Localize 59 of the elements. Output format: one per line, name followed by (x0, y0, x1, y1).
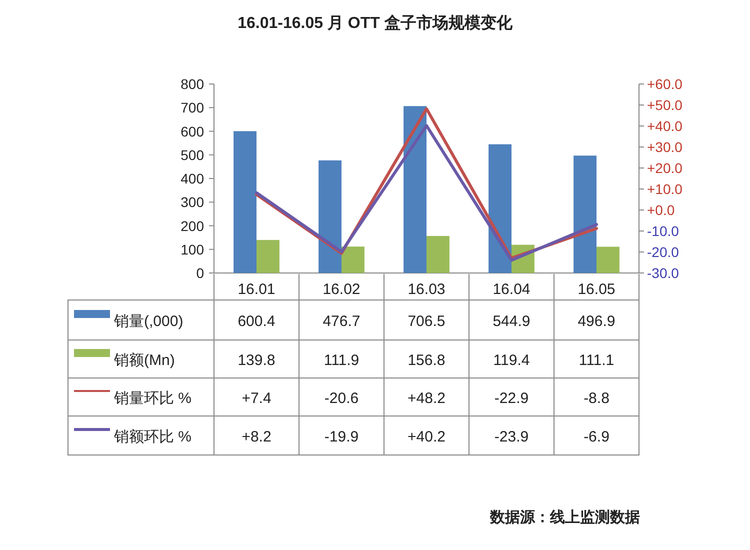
y-tick-label: 300 (180, 194, 204, 210)
y2-tick-label: +20.0 (647, 160, 683, 176)
y2-tick-label: -20.0 (647, 244, 680, 260)
data-label: 111.9 (324, 352, 360, 369)
bar (234, 131, 256, 273)
data-label: -23.9 (494, 428, 529, 446)
legend-label: 销量(,000) (113, 313, 184, 330)
bar (342, 246, 364, 273)
y-tick-label: 800 (180, 76, 204, 92)
y2-tick-label: +40.0 (647, 118, 683, 134)
y-tick-label: 500 (180, 146, 204, 163)
bar (404, 106, 426, 273)
data-label: +8.2 (242, 428, 272, 446)
y2-tick-label: -30.0 (647, 265, 680, 281)
data-label: -6.9 (584, 428, 610, 446)
data-label: +7.4 (242, 390, 272, 407)
bar (426, 236, 450, 273)
y2-tick-label: +50.0 (647, 97, 683, 113)
x-tick-label: 16.01 (238, 281, 276, 298)
bar (488, 144, 512, 273)
chart-title: 16.01-16.05 月 OTT 盒子市场规模变化 (238, 14, 514, 32)
x-tick-label: 16.02 (322, 281, 360, 298)
x-tick-label: 16.05 (578, 281, 616, 298)
bar (318, 160, 342, 273)
data-label: -20.6 (324, 390, 359, 407)
x-tick-label: 16.03 (408, 281, 446, 298)
y2-tick-label: +30.0 (647, 139, 683, 155)
y-tick-label: 400 (180, 170, 204, 186)
x-tick-label: 16.04 (492, 281, 530, 298)
data-label: 119.4 (493, 352, 530, 369)
bar (256, 240, 280, 273)
data-label: 706.5 (408, 313, 446, 330)
y2-tick-label: +60.0 (647, 76, 683, 92)
data-label: 476.7 (322, 313, 360, 330)
legend-label: 销量环比 % (113, 390, 192, 407)
bar (596, 246, 620, 273)
data-label: 139.8 (238, 352, 276, 369)
y-tick-label: 0 (196, 265, 204, 281)
text: 数据源：线上监测数据 (489, 509, 640, 526)
data-label: -22.9 (494, 390, 529, 407)
y-tick-label: 700 (180, 100, 204, 116)
legend-label: 销额环比 % (113, 428, 192, 446)
y-tick-label: 600 (180, 123, 204, 140)
y2-tick-label: -10.0 (647, 223, 680, 239)
data-label: -8.8 (584, 390, 610, 407)
y2-tick-label: +0.0 (647, 202, 675, 218)
bar (574, 156, 596, 273)
data-label: 600.4 (238, 313, 276, 330)
data-label: 496.9 (578, 313, 616, 330)
data-label: 156.8 (408, 352, 446, 369)
data-label: -19.9 (324, 428, 359, 446)
y2-tick-label: +10.0 (647, 181, 683, 197)
legend-label: 销额(Mn) (113, 352, 175, 369)
y-tick-label: 200 (180, 218, 204, 234)
y-tick-label: 100 (180, 241, 204, 258)
data-label: 544.9 (492, 313, 530, 330)
data-label: +40.2 (408, 428, 446, 446)
data-label: +48.2 (408, 390, 446, 407)
data-label: 111.1 (578, 352, 614, 369)
